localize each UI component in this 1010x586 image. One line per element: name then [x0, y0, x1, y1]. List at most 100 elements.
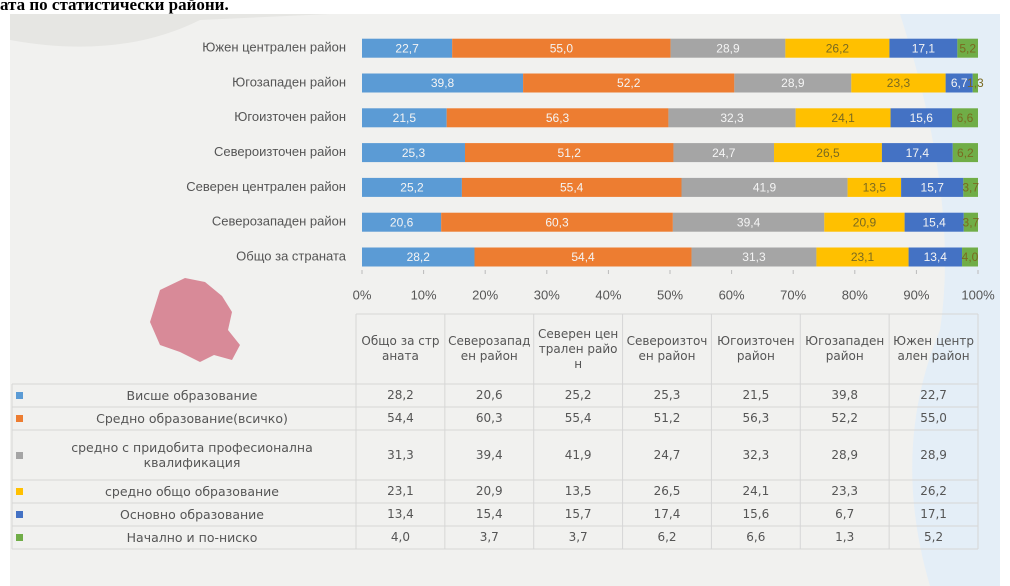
bar-segment [452, 38, 671, 58]
y-tick-label: Северозападен район [212, 214, 346, 229]
table-cell: 56,3 [742, 411, 769, 425]
data-label: 15,6 [910, 111, 934, 125]
table-cell: 3,7 [569, 530, 588, 544]
data-label: 39,8 [431, 76, 455, 90]
x-tick-label: 90% [903, 287, 929, 302]
bar-segment [952, 143, 978, 163]
data-label: 4,0 [962, 250, 979, 264]
data-label: 21,5 [393, 111, 417, 125]
data-label: 3,7 [962, 181, 979, 195]
bar-segment [908, 247, 963, 267]
table-cell: Начално и по-ниско [12, 526, 356, 549]
data-label: 26,2 [826, 41, 850, 55]
table-value: 55,4 [564, 411, 592, 425]
table-value: 28,9 [920, 447, 947, 462]
table-value: 3,7 [479, 530, 499, 544]
bar-segment [362, 73, 524, 93]
table-cell: 20,9 [475, 484, 503, 498]
column-header: Североизточен район [626, 334, 708, 363]
table-value: 32,3 [742, 447, 770, 462]
table-cell: 31,3 [387, 448, 414, 462]
table-cell: 24,1 [742, 484, 769, 498]
data-label: 5,2 [959, 41, 976, 55]
data-label: 3,7 [963, 215, 980, 229]
x-tick-label: 30% [534, 287, 560, 302]
row-header: Начално и по-ниско [12, 526, 356, 549]
data-label: 32,3 [720, 111, 744, 125]
table-value: 60,3 [475, 411, 503, 425]
table-cell: 25,2 [564, 388, 592, 402]
bar-segment [672, 212, 825, 232]
column-header: Югозападен район [805, 334, 885, 363]
data-label: 17,4 [906, 146, 930, 160]
bar-segment [670, 38, 786, 58]
row-header: средно с придобита професионална квалифи… [12, 430, 356, 480]
table-value: 6,2 [657, 530, 677, 544]
table-cell: 15,4 [476, 507, 503, 521]
data-label: 13,5 [863, 181, 887, 195]
table-value: 24,7 [653, 447, 681, 462]
table-cell: Висше образование [16, 388, 257, 403]
data-label: 56,3 [546, 111, 570, 125]
table-cell: 15,7 [565, 507, 592, 521]
table-value: 17,1 [920, 507, 947, 521]
bar-segment [362, 38, 453, 58]
table-cell: 28,9 [831, 448, 858, 462]
table-cell: Югозападен район [805, 334, 885, 363]
table-cell: 1,3 [835, 530, 854, 544]
bar-segment [963, 212, 978, 232]
table-cell: 60,3 [475, 411, 503, 425]
table-cell: 39,4 [476, 448, 503, 462]
bar-segment [362, 143, 466, 163]
map-region [150, 278, 240, 362]
bar-segment [890, 108, 953, 128]
table-value: 23,3 [831, 484, 859, 498]
table-cell: 55,0 [920, 411, 947, 425]
table-value: 26,5 [653, 484, 681, 498]
data-label: 31,3 [742, 250, 766, 264]
data-label: 15,4 [923, 215, 947, 229]
table-value: 20,6 [475, 388, 503, 402]
row-header: Средно образование(всичко) [12, 407, 356, 430]
table-cell: 6,6 [746, 530, 765, 544]
bar-segment [816, 247, 909, 267]
bar-segment [465, 143, 674, 163]
table-cell: Общо за страната [361, 334, 439, 363]
table-cell: 32,3 [742, 447, 770, 462]
y-tick-label: Югозападен район [232, 74, 346, 89]
table-cell: Южен централен район [893, 334, 974, 363]
bar-segment [957, 38, 978, 58]
bar-segment [963, 177, 978, 197]
table-cell: 28,2 [387, 388, 414, 402]
data-label: 28,2 [407, 250, 431, 264]
data-label: 41,9 [753, 181, 777, 195]
y-tick-label: Североизточен район [214, 144, 346, 159]
table-cell: 41,9 [565, 448, 592, 462]
table-cell: 6,2 [657, 530, 677, 544]
table-value: 13,5 [564, 484, 592, 498]
table-cell: Основно образование [16, 507, 264, 522]
table-value: 20,9 [475, 484, 503, 498]
x-tick-label: 80% [842, 287, 868, 302]
table-value: 25,3 [653, 388, 681, 402]
legend-label: Средно образование(всичко) [96, 411, 288, 426]
table-value: 23,1 [387, 484, 414, 498]
table-cell: 24,7 [653, 447, 681, 462]
x-tick-label: 100% [961, 287, 995, 302]
y-tick-label: Северен централен район [186, 179, 346, 194]
table-value: 54,4 [387, 411, 414, 425]
legend-swatch [16, 451, 23, 459]
column-header: Северен централен район [537, 326, 619, 371]
bar-segment [474, 247, 692, 267]
x-tick-label: 50% [657, 287, 683, 302]
table-cell: 4,0 [391, 530, 410, 544]
chart-title: ата по статистически райони. [0, 0, 229, 14]
bar-segment [461, 177, 682, 197]
data-label: 39,4 [737, 215, 761, 229]
y-tick-label: Югоизточен район [234, 109, 346, 124]
data-label: 25,2 [400, 181, 424, 195]
bar-segment [523, 73, 735, 93]
table-value: 25,2 [564, 388, 592, 402]
table-value: 13,4 [387, 507, 414, 521]
data-label: 6,7 [951, 76, 968, 90]
